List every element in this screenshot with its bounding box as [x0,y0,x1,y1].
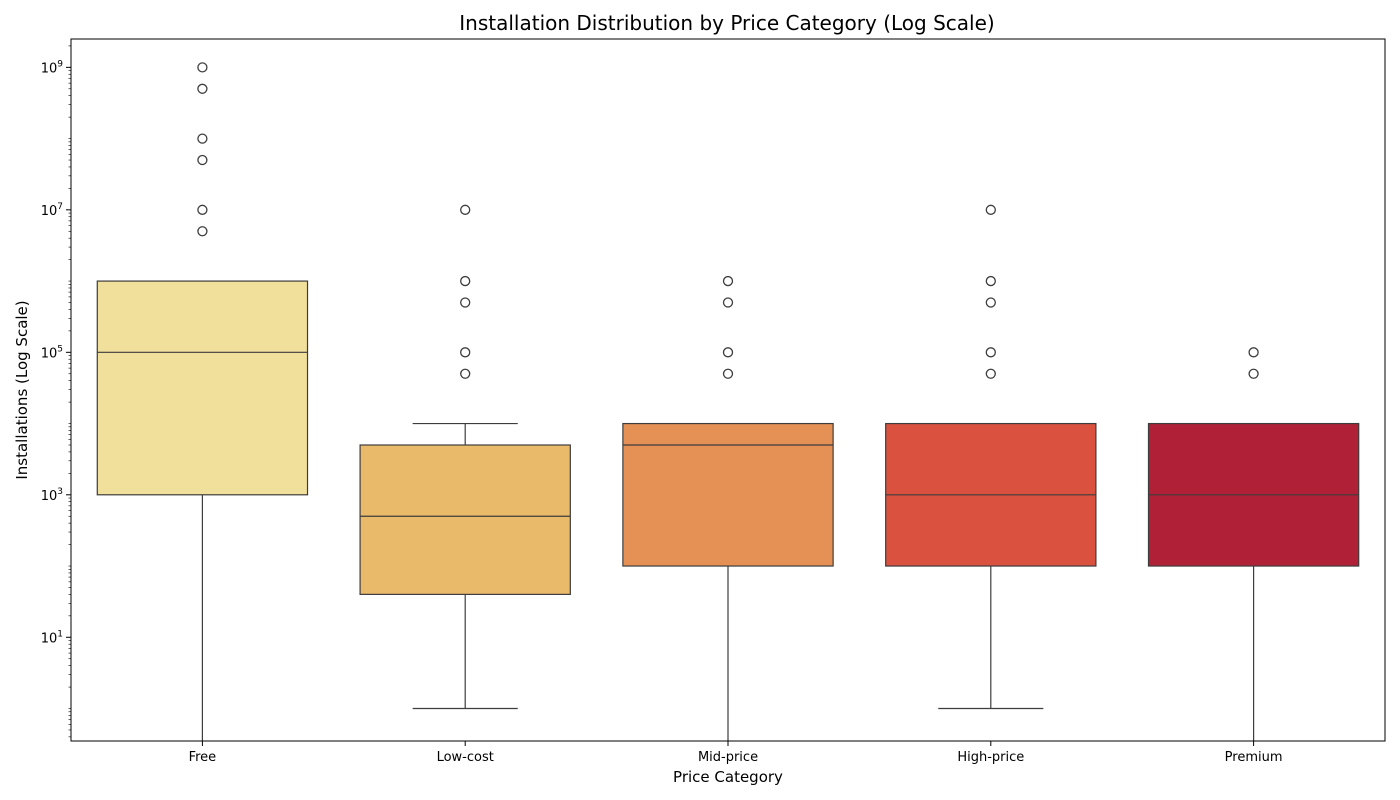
iqr-box [96,280,309,496]
outlier-point [722,275,734,287]
iqr-box [359,444,571,595]
x-tick-label: Low-cost [437,750,494,765]
y-axis: 101 103 105 107 109 [41,45,71,738]
x-tick-label: Mid-price [698,750,758,765]
outlier-point [985,368,996,379]
outlier-point [722,347,734,358]
y-tick-label: 103 [41,487,63,504]
y-tick-label: 101 [41,629,63,646]
outlier-point [197,154,208,166]
box-low-cost [359,204,571,710]
outlier-point [985,297,996,308]
outlier-point [722,297,734,308]
plot-area [96,62,1360,741]
chart-title: Installation Distribution by Price Categ… [459,11,994,35]
y-tick-label: 105 [41,344,63,361]
outlier-point [460,204,471,215]
y-axis-label: Installations (Log Scale) [13,300,31,479]
y-tick-label: 107 [41,202,63,219]
outlier-point [985,347,996,358]
outlier-point [197,226,208,237]
outlier-point [197,204,208,215]
box-free [96,62,309,741]
outlier-point [985,275,996,287]
box-mid-price [622,275,834,741]
box-premium [1147,347,1360,741]
x-axis-label: Price Category [673,768,783,786]
x-tick-label: Premium [1225,750,1283,765]
outlier-point [460,297,471,308]
box-high-price [885,204,1097,710]
outlier-point [460,275,471,287]
x-tick-label: Free [189,750,217,765]
outlier-point [197,133,208,144]
outlier-point [197,83,208,94]
outlier-point [460,347,471,358]
outlier-point [1248,347,1259,358]
outlier-point [1248,368,1259,379]
y-tick-label: 109 [41,59,64,76]
x-axis: Free Low-cost Mid-price High-price Premium [189,741,1283,765]
outlier-point [197,62,208,73]
outlier-point [985,204,996,215]
iqr-box [622,422,834,567]
outlier-point [722,368,734,379]
outlier-point [460,368,471,379]
x-tick-label: High-price [957,750,1024,765]
